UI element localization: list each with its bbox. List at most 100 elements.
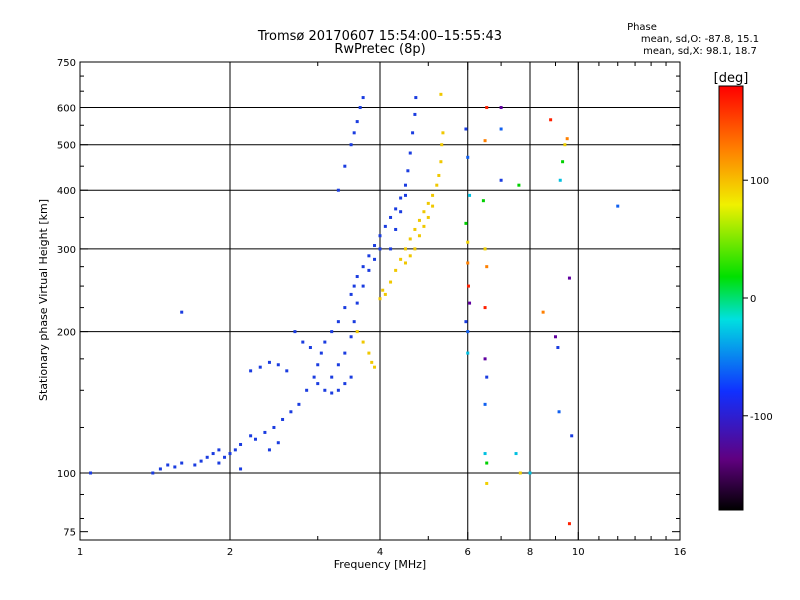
data-point: [217, 448, 221, 452]
data-point: [267, 360, 271, 364]
x-axis-label: Frequency [MHz]: [334, 558, 426, 571]
data-point: [499, 178, 503, 182]
data-point: [312, 375, 316, 379]
data-point: [466, 240, 470, 244]
data-point: [403, 261, 407, 265]
data-point: [166, 463, 170, 467]
data-point: [426, 201, 430, 205]
data-point: [289, 410, 293, 414]
y-tick-label: 100: [57, 469, 76, 480]
data-point: [557, 410, 561, 414]
data-point: [413, 227, 417, 231]
data-point: [414, 96, 418, 100]
data-point: [399, 196, 403, 200]
data-point: [483, 306, 487, 310]
data-point: [253, 437, 257, 441]
data-point: [173, 465, 177, 469]
colorbar-ticks: 100 0 -100: [743, 176, 773, 423]
data-point: [276, 441, 280, 445]
data-point: [426, 215, 430, 219]
data-point: [485, 375, 489, 379]
data-point: [481, 199, 485, 203]
data-point: [336, 363, 340, 367]
data-point: [378, 247, 382, 251]
data-point: [323, 340, 327, 344]
data-point: [352, 320, 356, 324]
data-point: [616, 204, 620, 208]
data-point: [399, 257, 403, 261]
data-point: [437, 173, 441, 177]
axis-ticks: 1 2 4 6 8 10 16 75 100 200 300 400 500 600 750: [57, 58, 686, 558]
data-point: [211, 452, 215, 456]
data-point: [217, 461, 221, 465]
data-point: [180, 461, 184, 465]
data-point: [541, 310, 545, 314]
data-points: [89, 92, 620, 526]
data-point: [285, 369, 289, 373]
data-point: [483, 139, 487, 143]
data-point: [281, 417, 285, 421]
colorbar-tick-label: -100: [750, 412, 773, 423]
data-point: [464, 127, 468, 131]
data-point: [464, 320, 468, 324]
data-point: [567, 276, 571, 280]
colorbar-tick-label: 100: [750, 176, 769, 187]
y-tick-label: 200: [57, 328, 76, 339]
data-point: [151, 471, 155, 475]
y-tick-label: 750: [57, 58, 76, 69]
data-point: [249, 434, 253, 438]
data-point: [367, 268, 371, 272]
data-point: [389, 247, 393, 251]
y-axis-label: Stationary phase Virtual Height [km]: [37, 199, 50, 401]
data-point: [199, 459, 203, 463]
y-tick-label: 75: [63, 528, 76, 539]
data-point: [180, 310, 184, 314]
data-point: [367, 254, 371, 258]
data-point: [352, 131, 356, 135]
data-point: [239, 442, 243, 446]
data-point: [233, 448, 237, 452]
data-point: [378, 297, 382, 301]
data-point: [267, 448, 271, 452]
data-point: [336, 188, 340, 192]
data-point: [466, 155, 470, 159]
data-point: [553, 335, 557, 339]
data-point: [330, 391, 334, 395]
data-point: [378, 234, 382, 238]
data-point: [403, 247, 407, 251]
y-tick-label: 600: [57, 104, 76, 115]
data-point: [561, 160, 565, 164]
data-point: [249, 369, 253, 373]
data-point: [349, 375, 353, 379]
data-point: [422, 224, 426, 228]
data-point: [439, 92, 443, 96]
colorbar-tick-label: 0: [750, 294, 756, 305]
x-tick-label: 16: [674, 547, 687, 558]
data-point: [408, 254, 412, 258]
data-point: [330, 375, 334, 379]
data-point: [485, 481, 489, 485]
data-point: [367, 351, 371, 355]
x-tick-label: 8: [527, 547, 533, 558]
data-point: [422, 210, 426, 214]
data-point: [352, 284, 356, 288]
data-point: [336, 388, 340, 392]
data-point: [383, 224, 387, 228]
data-point: [308, 346, 312, 350]
x-tick-label: 6: [465, 547, 471, 558]
data-point: [417, 218, 421, 222]
data-point: [319, 351, 323, 355]
data-point: [411, 131, 415, 135]
data-point: [499, 106, 503, 110]
data-point: [343, 164, 347, 168]
data-point: [570, 434, 574, 438]
data-point: [431, 204, 435, 208]
data-point: [406, 169, 410, 173]
data-point: [389, 215, 393, 219]
data-point: [468, 193, 472, 197]
data-point: [485, 265, 489, 269]
x-tick-label: 1: [77, 547, 83, 558]
data-point: [193, 463, 197, 467]
data-point: [343, 351, 347, 355]
data-point: [394, 227, 398, 231]
